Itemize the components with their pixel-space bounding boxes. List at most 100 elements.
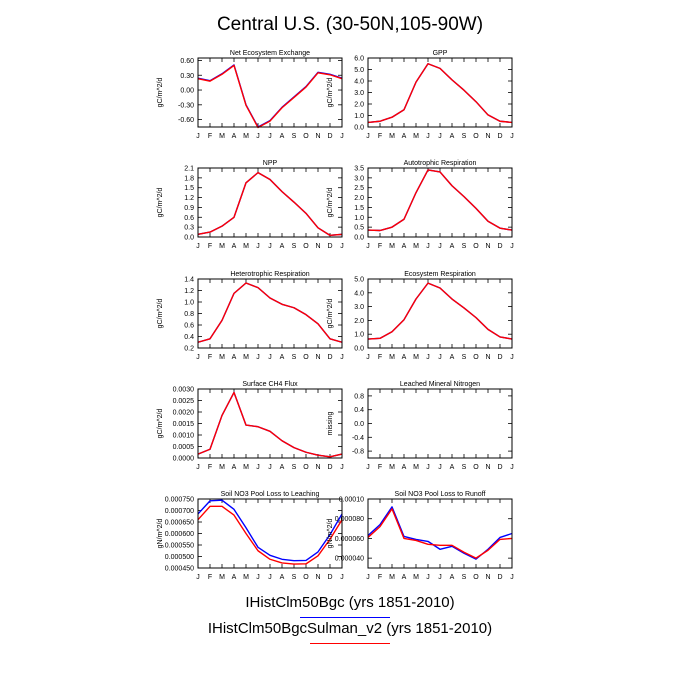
y-tick-label: 0.00010 xyxy=(339,497,364,504)
y-tick-label: 0.6 xyxy=(184,215,194,222)
series-line-ihistclm50bgc xyxy=(367,506,513,560)
x-tick-label: M xyxy=(413,133,419,140)
y-tick-label: 0.0010 xyxy=(173,433,195,440)
x-tick-label: N xyxy=(315,464,320,471)
x-tick-label: J xyxy=(256,133,260,140)
series-line-ihistclm50bgc xyxy=(367,63,513,124)
x-tick-label: J xyxy=(366,354,370,361)
y-tick-label: 0.3 xyxy=(184,225,194,232)
x-tick-label: J xyxy=(510,354,514,361)
x-tick-label: J xyxy=(366,464,370,471)
x-tick-label: A xyxy=(280,354,285,361)
figure-canvas: Central U.S. (30-50N,105-90W) Net Ecosys… xyxy=(157,14,514,581)
x-tick-label: S xyxy=(462,354,467,361)
x-tick-label: S xyxy=(292,574,297,581)
x-tick-label: M xyxy=(219,133,225,140)
y-tick-label: 3.0 xyxy=(354,90,364,97)
x-tick-label: F xyxy=(208,464,212,471)
panel-title: Autotrophic Respiration xyxy=(404,160,477,167)
y-tick-label: 0.0 xyxy=(354,125,364,132)
x-tick-label: D xyxy=(497,133,502,140)
y-tick-label: 1.5 xyxy=(354,205,364,212)
y-tick-label: 0.2 xyxy=(184,346,194,353)
panel-title: Soil NO3 Pool Loss to Leaching xyxy=(221,491,320,498)
x-tick-label: J xyxy=(438,133,442,140)
x-tick-label: A xyxy=(450,574,455,581)
y-tick-label: 0.0020 xyxy=(173,410,195,417)
series-line-ihistclm50bgcsulman-v2 xyxy=(197,505,343,565)
x-tick-label: A xyxy=(402,574,407,581)
y-tick-label: -0.4 xyxy=(352,435,364,442)
x-tick-label: D xyxy=(327,133,332,140)
series-line-ihistclm50bgc xyxy=(367,169,513,232)
y-tick-label: 4.0 xyxy=(354,79,364,86)
y-axis-label: gC/m^2/d xyxy=(327,78,334,108)
x-tick-label: N xyxy=(485,354,490,361)
y-tick-label: 0.9 xyxy=(184,205,194,212)
y-tick-label: 0.0005 xyxy=(173,444,195,451)
y-tick-label: -0.8 xyxy=(352,449,364,456)
x-tick-label: J xyxy=(510,574,514,581)
x-tick-label: F xyxy=(208,243,212,250)
x-tick-label: F xyxy=(378,464,382,471)
y-axis-label: gC/m^2/d xyxy=(327,188,334,218)
chart-panel-8: Leached Mineral Nitrogen missing -0.8 -0.4 0… xyxy=(327,381,514,471)
x-tick-label: J xyxy=(268,574,272,581)
y-tick-label: 1.5 xyxy=(184,185,194,192)
y-tick-label: 2.0 xyxy=(354,102,364,109)
x-tick-label: M xyxy=(219,243,225,250)
chart-panel-7: Surface CH4 Flux gC/m^2/d 0.0000 0.0005 0.00… xyxy=(157,381,344,471)
x-tick-label: J xyxy=(510,133,514,140)
panel-title: Soil NO3 Pool Loss to Runoff xyxy=(395,491,486,498)
series-line-ihistclm50bgc xyxy=(197,64,343,128)
y-axis-label: gN/m^2/d xyxy=(157,519,164,549)
x-tick-label: J xyxy=(256,354,260,361)
chart-panel-6: Ecosystem Respiration gC/m^2/d 0.0 1.0 2.0 3.… xyxy=(327,271,514,361)
x-tick-label: D xyxy=(327,464,332,471)
x-tick-label: J xyxy=(196,574,200,581)
x-tick-label: J xyxy=(438,464,442,471)
x-tick-label: A xyxy=(232,133,237,140)
y-tick-label: -0.60 xyxy=(178,117,194,124)
chart-panel-9: Soil NO3 Pool Loss to LeachinggN/m^2/d0.… xyxy=(157,491,344,581)
x-tick-label: A xyxy=(450,243,455,250)
x-tick-label: A xyxy=(402,243,407,250)
y-tick-label: 0.000450 xyxy=(165,566,194,573)
y-tick-label: 6.0 xyxy=(354,56,364,63)
y-tick-label: 0.0015 xyxy=(173,421,195,428)
y-tick-label: 2.0 xyxy=(354,195,364,202)
y-tick-label: 0.0000 xyxy=(173,456,195,463)
y-tick-label: 0.000750 xyxy=(165,497,194,504)
x-tick-label: S xyxy=(462,243,467,250)
plot-frame xyxy=(197,388,343,459)
x-tick-label: J xyxy=(426,133,430,140)
panel-title: Heterotrophic Respiration xyxy=(230,271,309,278)
x-tick-label: J xyxy=(340,464,344,471)
x-tick-label: M xyxy=(389,243,395,250)
y-axis-label: missing xyxy=(327,412,334,436)
x-tick-label: D xyxy=(497,574,502,581)
y-tick-label: 0.0 xyxy=(354,346,364,353)
chart-panel-4: Autotrophic Respiration gC/m^2/d 0.0 0.5 1.0… xyxy=(327,160,514,250)
y-tick-label: 0.000550 xyxy=(165,543,194,550)
x-tick-label: O xyxy=(473,464,479,471)
y-axis-label: gN/m^2/d xyxy=(327,519,334,549)
x-tick-label: O xyxy=(473,574,479,581)
x-tick-label: O xyxy=(303,354,309,361)
y-tick-label: 3.0 xyxy=(354,175,364,182)
x-tick-label: M xyxy=(413,243,419,250)
panel-title: Leached Mineral Nitrogen xyxy=(400,381,480,388)
x-tick-label: O xyxy=(303,464,309,471)
x-tick-label: A xyxy=(402,464,407,471)
x-tick-label: A xyxy=(450,464,455,471)
y-axis-label: gC/m^2/d xyxy=(157,299,164,329)
panel-title: Surface CH4 Flux xyxy=(242,381,298,388)
x-tick-label: J xyxy=(196,243,200,250)
x-tick-label: J xyxy=(196,354,200,361)
x-tick-label: A xyxy=(280,574,285,581)
x-tick-label: N xyxy=(315,574,320,581)
y-tick-label: 0.4 xyxy=(354,407,364,414)
series-line-ihistclm50bgcsulman-v2 xyxy=(367,282,513,340)
panel-title: Ecosystem Respiration xyxy=(404,271,476,278)
